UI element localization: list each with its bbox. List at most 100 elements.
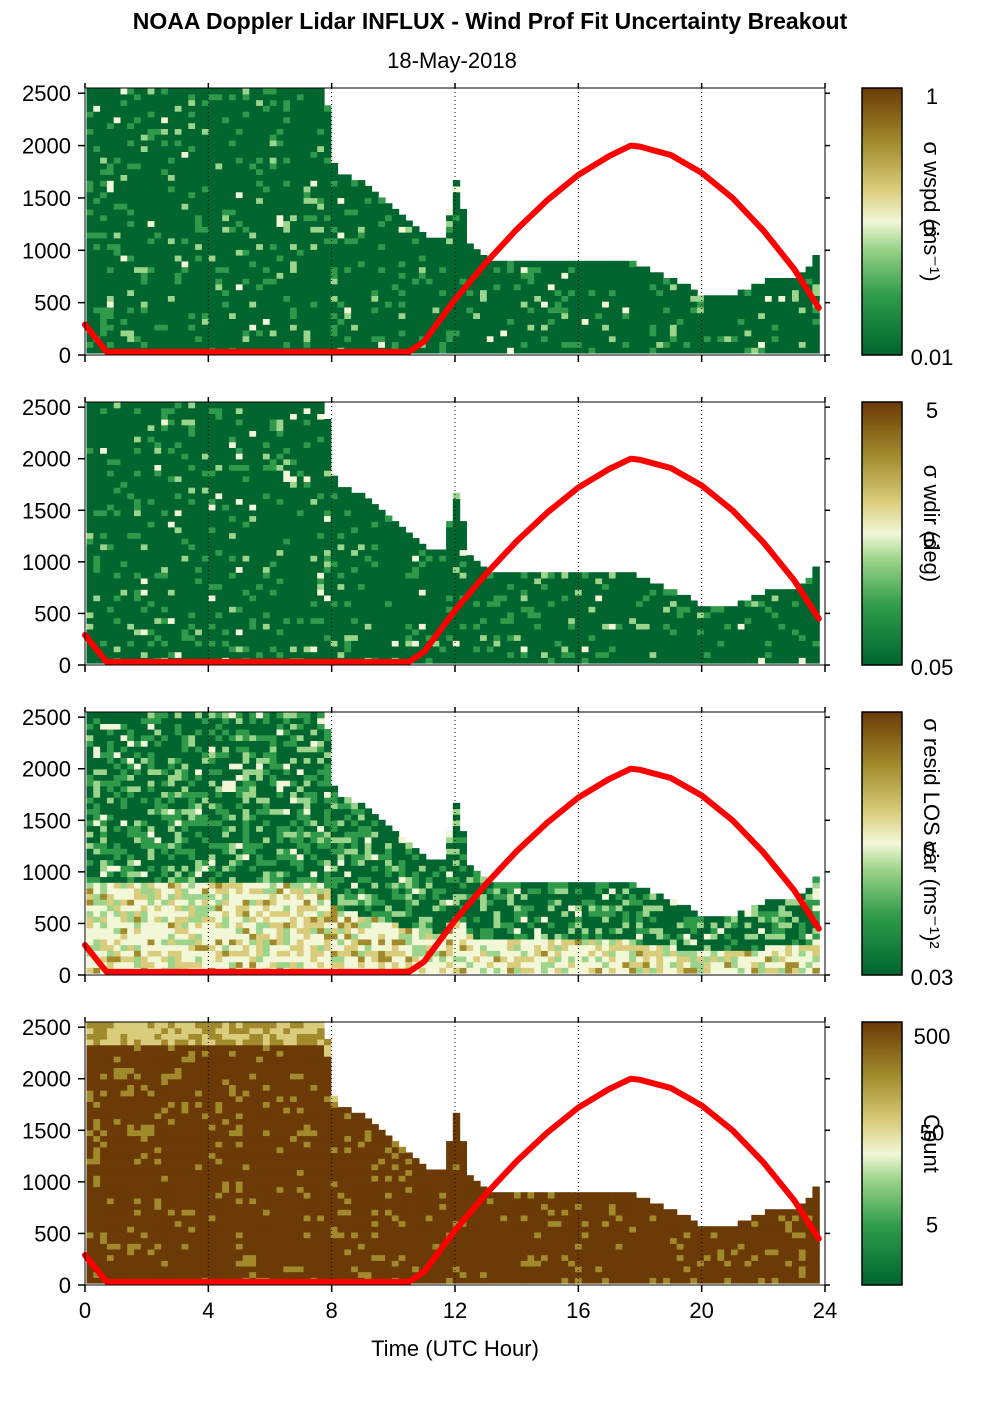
heatmap-cell [262, 88, 271, 95]
heatmap-cell [290, 128, 298, 135]
heatmap-cell [303, 99, 311, 106]
heatmap-cell [229, 424, 237, 431]
heatmap-cell [120, 283, 128, 291]
heatmap-cell [93, 116, 101, 124]
heatmap-cell [147, 509, 155, 517]
heatmap-cell [188, 260, 196, 268]
heatmap-cell [249, 99, 257, 106]
heatmap-cell [269, 185, 278, 193]
heatmap-cell [351, 611, 359, 619]
heatmap-cell [473, 306, 481, 314]
heatmap-cell [310, 243, 318, 250]
heatmap-cell [262, 255, 271, 262]
heatmap-cell [330, 481, 339, 488]
heatmap-cell [229, 526, 237, 534]
heatmap-cell [269, 180, 278, 187]
heatmap-cell [805, 329, 813, 337]
heatmap-cell [100, 168, 108, 175]
heatmap-cell [93, 413, 101, 420]
heatmap-cell [405, 283, 413, 291]
heatmap-cell [181, 606, 189, 613]
heatmap-cell [93, 453, 101, 460]
heatmap-cell [290, 407, 298, 414]
heatmap-cell [201, 306, 210, 314]
heatmap-cell [303, 402, 311, 409]
heatmap-cell [215, 628, 223, 636]
heatmap-cell [167, 122, 176, 129]
heatmap-cell [161, 487, 169, 494]
heatmap-cell [188, 504, 196, 511]
heatmap-cell [174, 640, 183, 647]
heatmap-cell [120, 157, 128, 164]
heatmap-cell [113, 606, 122, 613]
heatmap-cell [269, 549, 278, 556]
heatmap-cell [283, 577, 291, 585]
heatmap-cell [256, 301, 264, 308]
heatmap-cell [86, 560, 94, 568]
heatmap-cell [764, 324, 773, 331]
heatmap-cell [201, 441, 210, 448]
heatmap-cell [195, 272, 203, 279]
heatmap-cell [201, 504, 210, 511]
heatmap-cell [188, 312, 196, 319]
heatmap-cell [371, 203, 379, 210]
heatmap-cell [167, 532, 176, 539]
heatmap-cell [303, 324, 311, 331]
heatmap-cell [167, 515, 176, 522]
heatmap-cell [283, 538, 291, 545]
heatmap-cell [235, 180, 244, 187]
heatmap-cell [391, 283, 400, 291]
heatmap-cell [256, 407, 264, 414]
heatmap-cell [188, 128, 196, 135]
heatmap-cell [140, 538, 149, 545]
heatmap-cell [86, 347, 94, 354]
heatmap-cell [242, 623, 250, 630]
heatmap-cell [337, 260, 345, 268]
heatmap-cell [758, 341, 766, 348]
heatmap-cell [290, 492, 298, 500]
heatmap-cell [364, 295, 373, 302]
heatmap-cell [181, 162, 189, 170]
heatmap-cell [154, 583, 162, 590]
heatmap-cell [181, 413, 189, 420]
heatmap-cell [127, 203, 135, 210]
heatmap-cell [473, 318, 481, 325]
heatmap-cell [127, 458, 135, 465]
heatmap-cell [303, 407, 311, 414]
heatmap-cell [391, 532, 400, 539]
heatmap-cell [337, 515, 345, 522]
heatmap-cell [93, 232, 101, 239]
heatmap-cell [493, 301, 501, 308]
heatmap-cell [106, 134, 115, 141]
heatmap-cell [737, 312, 746, 319]
heatmap-cell [195, 105, 203, 112]
heatmap-cell [290, 255, 298, 262]
heatmap-cell [269, 301, 278, 308]
heatmap-cell [324, 272, 332, 279]
heatmap-cell [371, 260, 379, 268]
heatmap-cell [418, 583, 427, 590]
heatmap-cell [235, 464, 244, 471]
heatmap-cell [574, 335, 583, 342]
heatmap-cell [520, 272, 529, 279]
heatmap-cell [120, 606, 128, 613]
heatmap-cell [391, 266, 400, 273]
heatmap-cell [554, 318, 562, 325]
heatmap-cell [588, 295, 596, 302]
heatmap-cell [364, 509, 373, 517]
heatmap-cell [222, 329, 230, 337]
heatmap-cell [710, 306, 718, 314]
heatmap-cell [588, 289, 596, 296]
heatmap-cell [303, 260, 311, 268]
heatmap-cell [242, 260, 250, 268]
heatmap-cell [731, 341, 739, 348]
heatmap-cell [127, 407, 135, 414]
heatmap-cell [629, 278, 637, 285]
heatmap-cell [208, 139, 216, 147]
heatmap-cell [256, 324, 264, 331]
heatmap-cell [127, 470, 135, 477]
heatmap-cell [276, 640, 284, 647]
heatmap-cell [222, 226, 230, 233]
heatmap-cell [256, 237, 264, 245]
heatmap-cell [385, 583, 393, 590]
